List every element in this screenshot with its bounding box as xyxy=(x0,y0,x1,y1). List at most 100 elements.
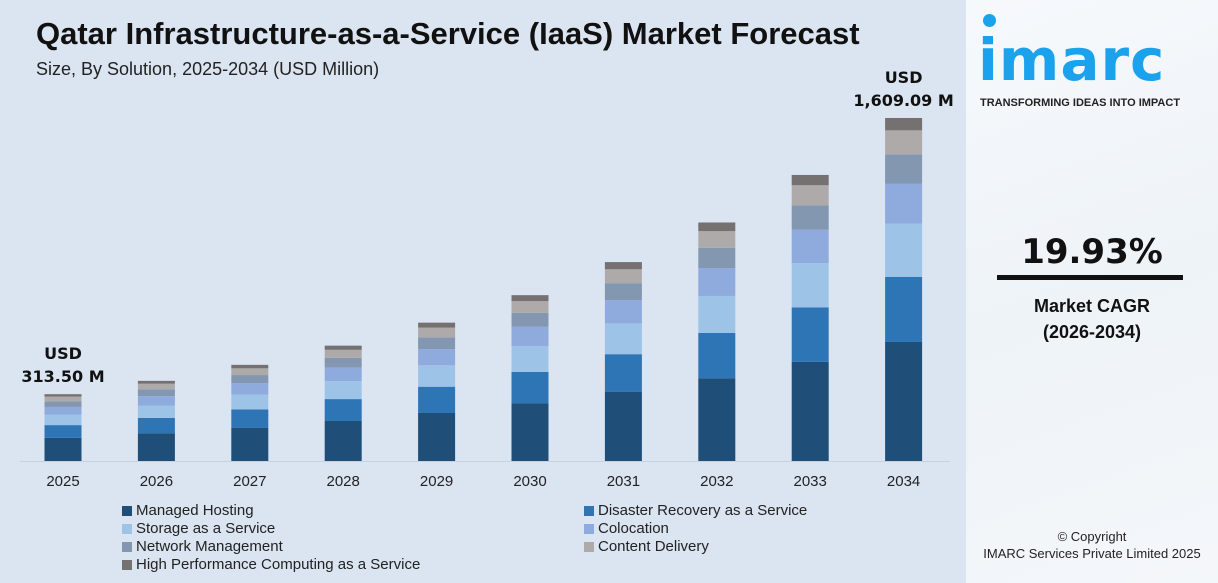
x-tick-label: 2030 xyxy=(513,473,546,490)
bar-segment-2034-0 xyxy=(885,341,923,461)
bar-segment-2031-2 xyxy=(604,323,642,355)
legend-item: Network Management xyxy=(122,538,584,555)
x-tick-label: 2027 xyxy=(233,473,266,490)
bar-segment-2027-0 xyxy=(231,427,269,461)
x-tick-label: 2028 xyxy=(327,473,360,490)
bar-segment-2028-1 xyxy=(324,399,362,421)
bar-segment-2028-4 xyxy=(324,357,362,368)
bar-segment-2033-1 xyxy=(791,307,829,362)
bar-segment-2030-5 xyxy=(511,301,549,313)
bar-segment-2032-5 xyxy=(698,231,736,248)
bar-segment-2025-6 xyxy=(44,394,82,397)
cagr-label-text: Market CAGR xyxy=(1033,296,1151,316)
bar-segment-2034-4 xyxy=(885,154,923,184)
copyright-line: © Copyright xyxy=(1057,529,1127,544)
copyright-company: IMARC Services Private Limited 2025 xyxy=(983,546,1201,561)
bar-segment-2027-3 xyxy=(231,383,269,395)
bar-segment-2029-5 xyxy=(418,327,456,338)
bar-segment-2033-2 xyxy=(791,263,829,308)
legend-item: Disaster Recovery as a Service xyxy=(584,502,934,519)
bar-segment-2025-3 xyxy=(44,406,82,415)
legend-swatch xyxy=(122,541,132,552)
legend-item: Managed Hosting xyxy=(122,502,584,519)
legend-swatch xyxy=(584,505,594,516)
divider xyxy=(997,275,1183,280)
legend-swatch xyxy=(584,523,594,534)
bar-segment-2026-3 xyxy=(137,396,175,406)
x-tick-label: 2029 xyxy=(420,473,453,490)
x-tick-label: 2033 xyxy=(794,473,827,490)
cagr-period: (2026-2034) xyxy=(1042,322,1142,342)
bar-segment-2025-4 xyxy=(44,401,82,407)
bar-segment-2026-6 xyxy=(137,380,175,384)
bar-segment-2033-5 xyxy=(791,185,829,206)
bar-segment-2028-2 xyxy=(324,381,362,400)
legend-label: Managed Hosting xyxy=(136,502,254,519)
legend-swatch xyxy=(122,523,132,534)
legend-item: Content Delivery xyxy=(584,538,934,555)
bar-segment-2034-1 xyxy=(885,276,923,342)
legend-item: Storage as a Service xyxy=(122,520,584,537)
bar-segment-2027-2 xyxy=(231,394,269,410)
bar-segment-2025-1 xyxy=(44,425,82,438)
bar-segment-2033-6 xyxy=(791,174,829,186)
bar-segment-2030-2 xyxy=(511,346,549,372)
x-tick-label: 2034 xyxy=(887,473,920,490)
chart-subtitle: Size, By Solution, 2025-2034 (USD Millio… xyxy=(36,59,380,79)
value-annotation: 313.50 M xyxy=(21,367,104,386)
x-tick-label: 2032 xyxy=(700,473,733,490)
legend-label: Colocation xyxy=(598,520,669,537)
bar-segment-2029-6 xyxy=(418,322,456,328)
sidebar: imarc TRANSFORMING IDEAS INTO IMPACT 19.… xyxy=(966,0,1218,583)
bar-segment-2030-0 xyxy=(511,403,549,461)
bar-segment-2027-4 xyxy=(231,375,269,384)
logo-tagline: TRANSFORMING IDEAS INTO IMPACT xyxy=(980,97,1181,109)
x-tick-label: 2026 xyxy=(140,473,173,490)
bar-segment-2034-3 xyxy=(885,183,923,224)
bar-segment-2029-2 xyxy=(418,365,456,387)
legend-label: Content Delivery xyxy=(598,538,709,555)
legend-swatch xyxy=(122,559,132,570)
chart-panel: Qatar Infrastructure-as-a-Service (IaaS)… xyxy=(0,0,966,583)
bar-segment-2029-3 xyxy=(418,349,456,366)
bar-segment-2028-6 xyxy=(324,345,362,350)
bar-segment-2026-2 xyxy=(137,405,175,418)
bar-segment-2028-3 xyxy=(324,367,362,382)
bar-segment-2028-0 xyxy=(324,420,362,461)
bar-segment-2026-5 xyxy=(137,383,175,390)
bar-segment-2034-2 xyxy=(885,223,923,277)
bar-segment-2032-1 xyxy=(698,332,736,379)
bar-segment-2026-1 xyxy=(137,417,175,434)
legend: Managed Hosting Disaster Recovery as a Se… xyxy=(122,502,942,573)
legend-label: Disaster Recovery as a Service xyxy=(598,502,808,519)
copyright: © Copyright IMARC Services Private Limit… xyxy=(966,528,1218,562)
legend-item: High Performance Computing as a Service xyxy=(122,556,584,573)
bar-segment-2029-1 xyxy=(418,386,456,413)
bar-segment-2030-4 xyxy=(511,312,549,327)
bar-segment-2032-0 xyxy=(698,378,736,461)
bar-segment-2027-1 xyxy=(231,409,269,428)
bar-segment-2027-5 xyxy=(231,368,269,376)
bar-segment-2030-3 xyxy=(511,326,549,347)
bar-segment-2032-6 xyxy=(698,222,736,232)
legend-label: Network Management xyxy=(136,538,283,555)
bar-segment-2031-1 xyxy=(604,354,642,392)
bar-segment-2031-4 xyxy=(604,283,642,301)
bar-segment-2026-4 xyxy=(137,389,175,397)
bar-segment-2034-6 xyxy=(885,117,923,131)
bar-segment-2031-0 xyxy=(604,391,642,461)
logo-dot xyxy=(983,14,996,27)
legend-label: Storage as a Service xyxy=(136,520,276,537)
bar-segment-2032-4 xyxy=(698,247,736,269)
bar-segment-2025-2 xyxy=(44,414,82,426)
value-annotation-currency: USD xyxy=(44,344,82,363)
value-annotation-currency: USD xyxy=(885,68,923,87)
bar-segment-2025-0 xyxy=(44,437,82,461)
legend-label: High Performance Computing as a Service xyxy=(136,556,421,573)
bar-segment-2030-6 xyxy=(511,295,549,302)
legend-swatch xyxy=(122,505,132,516)
bar-segment-2031-6 xyxy=(604,262,642,270)
cagr-label: Market CAGR (2026-2034) xyxy=(966,293,1218,345)
x-tick-label: 2031 xyxy=(607,473,640,490)
bar-segment-2031-3 xyxy=(604,300,642,324)
